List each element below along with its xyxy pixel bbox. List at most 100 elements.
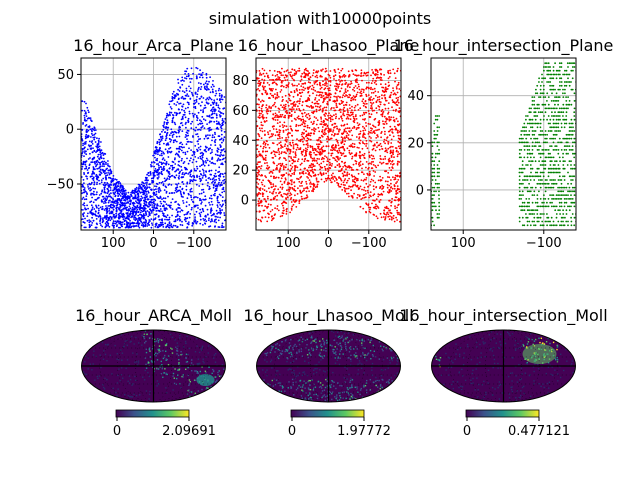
scatter-point xyxy=(88,130,90,132)
scatter-point xyxy=(107,188,109,190)
scatter-point xyxy=(180,80,182,82)
scatter-point xyxy=(83,202,85,204)
scatter-point xyxy=(258,166,260,168)
scatter-point xyxy=(107,185,109,187)
scatter-point xyxy=(259,90,261,92)
scatter-point xyxy=(90,201,92,203)
scatter-point xyxy=(307,106,309,108)
scatter-point xyxy=(264,134,266,136)
scatter-point xyxy=(111,212,113,214)
scatter-point xyxy=(99,164,101,166)
scatter-point xyxy=(308,134,310,136)
scatter-point xyxy=(275,106,277,108)
scatter-point xyxy=(371,154,373,156)
scatter-point xyxy=(215,216,217,218)
scatter-point xyxy=(214,182,216,184)
scatter-point xyxy=(159,147,161,149)
scatter-point xyxy=(212,89,214,91)
scatter-point xyxy=(190,81,192,83)
scatter-point xyxy=(154,203,156,205)
scatter-point xyxy=(119,204,121,206)
scatter-point xyxy=(339,91,341,93)
scatter-point xyxy=(337,142,339,144)
scatter-point xyxy=(349,104,351,106)
scatter-point xyxy=(322,121,324,123)
scatter-point xyxy=(260,122,262,124)
scatter-point xyxy=(154,185,156,187)
scatter-point xyxy=(168,148,170,150)
scatter-point xyxy=(95,205,97,207)
scatter-point xyxy=(94,163,96,165)
scatter-point xyxy=(82,214,84,216)
scatter-point xyxy=(302,119,304,121)
scatter-point xyxy=(259,84,261,86)
scatter-point xyxy=(363,180,365,182)
scatter-point xyxy=(181,77,183,79)
scatter-point xyxy=(177,94,179,96)
scatter-point xyxy=(269,79,271,81)
scatter-point xyxy=(207,83,209,85)
scatter-point xyxy=(269,88,271,90)
scatter-point xyxy=(387,208,389,210)
scatter-point xyxy=(370,191,372,193)
scatter-point xyxy=(204,127,206,129)
scatter-point xyxy=(384,116,386,118)
scatter-point xyxy=(177,190,179,192)
scatter-point xyxy=(125,192,127,194)
scatter-point xyxy=(384,158,386,160)
scatter-point xyxy=(184,114,186,116)
scatter-point xyxy=(304,123,306,125)
scatter-point xyxy=(354,146,356,148)
scatter-point xyxy=(134,198,136,200)
scatter-point xyxy=(282,146,284,148)
scatter-point xyxy=(391,131,393,133)
scatter-point xyxy=(322,108,324,110)
scatter-point xyxy=(101,179,103,181)
scatter-point xyxy=(170,223,172,225)
scatter-point xyxy=(192,73,194,75)
scatter-point xyxy=(257,83,259,85)
scatter-point xyxy=(350,118,352,120)
scatter-point xyxy=(320,69,322,71)
scatter-point xyxy=(186,95,188,97)
scatter-point xyxy=(88,158,90,160)
scatter-point xyxy=(273,96,275,98)
scatter-point xyxy=(367,190,369,192)
scatter-point xyxy=(285,87,287,89)
scatter-point xyxy=(98,212,100,214)
scatter-point xyxy=(300,85,302,87)
scatter-point xyxy=(385,216,387,218)
scatter-point xyxy=(295,206,297,208)
scatter-point xyxy=(345,175,347,177)
scatter-point xyxy=(174,192,176,194)
scatter-point xyxy=(100,157,102,159)
scatter-point xyxy=(158,165,160,167)
scatter-point xyxy=(90,136,92,138)
scatter-point xyxy=(174,163,176,165)
scatter-point xyxy=(324,131,326,133)
scatter-point xyxy=(197,207,199,209)
scatter-point xyxy=(355,85,357,87)
scatter-point xyxy=(175,187,177,189)
scatter-point xyxy=(206,87,208,89)
scatter-point xyxy=(275,89,277,91)
scatter-point xyxy=(301,89,303,91)
scatter-point xyxy=(383,212,385,214)
scatter-point xyxy=(200,129,202,131)
scatter-point xyxy=(336,126,338,128)
scatter-point xyxy=(368,113,370,115)
scatter-point xyxy=(274,207,276,209)
scatter-point xyxy=(339,103,341,105)
scatter-point xyxy=(179,127,181,129)
scatter-point xyxy=(136,206,138,208)
scatter-point xyxy=(194,113,196,115)
scatter-point xyxy=(337,164,339,166)
scatter-point xyxy=(215,170,217,172)
scatter-point xyxy=(188,75,190,77)
scatter-point xyxy=(186,201,188,203)
scatter-point xyxy=(176,208,178,210)
scatter-point xyxy=(111,207,113,209)
scatter-point xyxy=(266,221,268,223)
scatter-point xyxy=(347,172,349,174)
scatter-point xyxy=(389,191,391,193)
